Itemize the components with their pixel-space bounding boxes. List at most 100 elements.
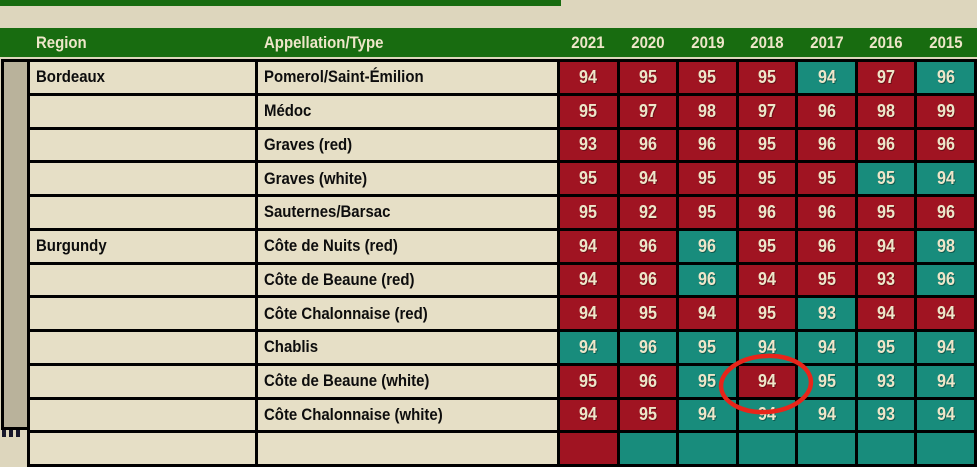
score-cell: 95 xyxy=(619,298,677,329)
score-cell: 98 xyxy=(679,95,736,127)
score-cell: 95 xyxy=(738,129,796,161)
score-cell: 95 xyxy=(679,163,736,194)
score-cell: 94 xyxy=(619,163,677,194)
region-cell xyxy=(30,129,255,161)
score-cell: 94 xyxy=(560,298,617,329)
appellation-cell xyxy=(258,433,557,464)
score-cell: 98 xyxy=(857,95,915,127)
score-cell: 94 xyxy=(798,332,855,363)
score-cell: 96 xyxy=(917,264,974,296)
column-header-year: 2017 xyxy=(809,32,844,52)
score-cell: 96 xyxy=(619,332,677,363)
score-cell: 96 xyxy=(917,62,974,93)
score-cell: 95 xyxy=(560,95,617,127)
score-cell: 96 xyxy=(619,129,677,161)
score-cell: 95 xyxy=(619,399,677,431)
score-cell: 94 xyxy=(857,230,915,262)
score-cell: 95 xyxy=(857,163,915,194)
score-cell: 94 xyxy=(738,399,796,431)
score-cell: 94 xyxy=(917,163,974,194)
score-cell: 95 xyxy=(679,62,736,93)
appellation-cell: Graves (red) xyxy=(258,129,557,161)
column-header-year: 2018 xyxy=(750,32,784,52)
score-cell: 99 xyxy=(917,95,974,127)
score-cell: 95 xyxy=(560,197,617,228)
score-cell: 92 xyxy=(619,197,677,228)
region-cell xyxy=(30,197,255,228)
column-header-region: Region xyxy=(36,32,87,52)
score-cell: 95 xyxy=(798,163,855,194)
score-cell: 94 xyxy=(798,62,855,93)
appellation-cell: Côte de Beaune (red) xyxy=(258,264,557,296)
score-cell: 95 xyxy=(560,163,617,194)
appellation-cell: Pomerol/Saint-Émilion xyxy=(258,62,557,93)
score-cell: 94 xyxy=(738,332,796,363)
score-cell: 97 xyxy=(738,95,796,127)
appellation-cell: Sauternes/Barsac xyxy=(258,197,557,228)
score-cell xyxy=(679,433,736,464)
score-cell: 94 xyxy=(560,230,617,262)
column-header-appellation: Appellation/Type xyxy=(264,32,384,52)
score-cell: 94 xyxy=(917,332,974,363)
score-cell: 96 xyxy=(619,264,677,296)
column-header-year: 2015 xyxy=(929,32,963,52)
appellation-cell: Graves (white) xyxy=(258,163,557,194)
score-cell: 94 xyxy=(560,264,617,296)
score-cell: 94 xyxy=(798,399,855,431)
appellation-cell: Côte Chalonnaise (white) xyxy=(258,399,557,431)
score-cell: 94 xyxy=(560,399,617,431)
score-cell xyxy=(738,433,796,464)
region-cell: Burgundy xyxy=(30,230,255,262)
column-header-year: 2019 xyxy=(690,32,725,52)
score-cell: 95 xyxy=(619,62,677,93)
region-cell xyxy=(30,433,255,464)
score-cell: 94 xyxy=(679,298,736,329)
region-cell xyxy=(30,365,255,397)
score-cell: 93 xyxy=(857,399,915,431)
column-header-year: 2016 xyxy=(869,32,903,52)
score-cell: 96 xyxy=(619,365,677,397)
region-cell xyxy=(30,399,255,431)
score-cell xyxy=(857,433,915,464)
region-cell xyxy=(30,264,255,296)
score-cell: 95 xyxy=(798,264,855,296)
score-cell: 96 xyxy=(679,264,736,296)
score-cell: 96 xyxy=(857,129,915,161)
score-cell: 96 xyxy=(798,197,855,228)
score-cell: 93 xyxy=(798,298,855,329)
score-cell: 97 xyxy=(857,62,915,93)
score-cell: 94 xyxy=(738,365,796,397)
appellation-cell: Côte Chalonnaise (red) xyxy=(258,298,557,329)
score-cell: 95 xyxy=(679,332,736,363)
score-cell: 96 xyxy=(679,230,736,262)
score-cell: 95 xyxy=(857,197,915,228)
score-cell: 95 xyxy=(738,298,796,329)
score-cell: 96 xyxy=(917,129,974,161)
score-cell xyxy=(917,433,974,464)
score-cell: 96 xyxy=(798,95,855,127)
score-cell xyxy=(619,433,677,464)
score-cell: 94 xyxy=(560,62,617,93)
score-cell: 94 xyxy=(917,298,974,329)
score-cell: 95 xyxy=(560,365,617,397)
score-cell: 96 xyxy=(679,129,736,161)
score-cell: 94 xyxy=(857,298,915,329)
column-header-year: 2020 xyxy=(631,32,665,52)
score-cell: 95 xyxy=(857,332,915,363)
score-cell: 93 xyxy=(857,365,915,397)
appellation-cell: Médoc xyxy=(258,95,557,127)
score-cell: 94 xyxy=(679,399,736,431)
table-header-row: Region Appellation/Type 2021 2020 2019 2018… xyxy=(27,28,977,57)
top-green-bar xyxy=(0,0,561,6)
score-cell: 95 xyxy=(738,163,796,194)
score-cell: 96 xyxy=(738,197,796,228)
appellation-cell: Chablis xyxy=(258,332,557,363)
score-cell: 95 xyxy=(738,230,796,262)
score-cell: 95 xyxy=(738,62,796,93)
appellation-cell: Côte de Beaune (white) xyxy=(258,365,557,397)
region-cell xyxy=(30,163,255,194)
score-cell: 95 xyxy=(798,365,855,397)
score-cell xyxy=(560,433,617,464)
score-cell: 96 xyxy=(798,230,855,262)
score-cell: 95 xyxy=(679,365,736,397)
